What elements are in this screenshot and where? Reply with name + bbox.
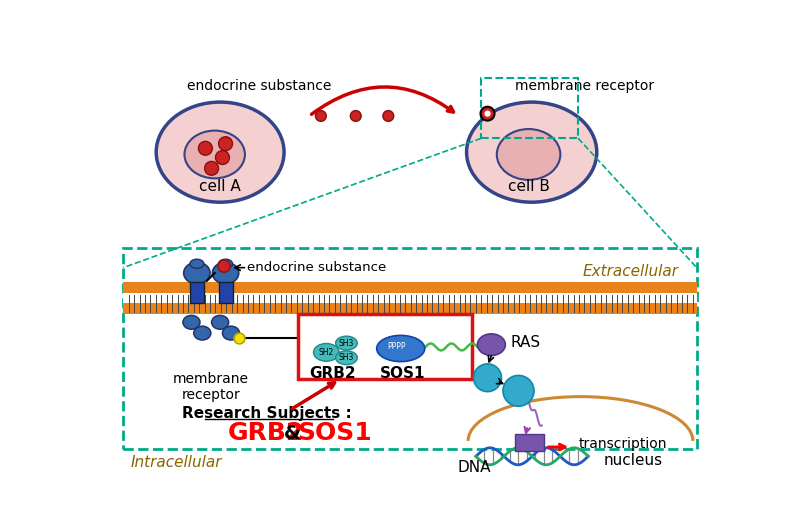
Circle shape	[485, 111, 490, 117]
Circle shape	[350, 111, 361, 121]
Text: SOS1: SOS1	[379, 366, 425, 381]
Circle shape	[218, 260, 230, 272]
Circle shape	[215, 151, 230, 164]
Text: GRB2: GRB2	[309, 366, 356, 381]
Ellipse shape	[156, 102, 284, 202]
Ellipse shape	[218, 259, 233, 268]
Bar	[123, 303, 697, 314]
Bar	[218, 282, 233, 303]
Circle shape	[481, 107, 494, 121]
Bar	[123, 293, 697, 312]
Ellipse shape	[185, 130, 245, 178]
Text: Intracellular: Intracellular	[130, 455, 222, 470]
Ellipse shape	[497, 129, 560, 180]
Circle shape	[205, 162, 218, 175]
Text: PPPP: PPPP	[387, 342, 406, 351]
Circle shape	[474, 364, 502, 392]
Bar	[123, 249, 697, 448]
Ellipse shape	[336, 336, 358, 350]
Text: GRB2: GRB2	[228, 421, 304, 445]
Circle shape	[503, 375, 534, 407]
Ellipse shape	[314, 343, 339, 361]
Bar	[298, 314, 472, 379]
Text: RAS: RAS	[510, 335, 541, 350]
Bar	[514, 434, 544, 451]
Ellipse shape	[377, 335, 425, 361]
Ellipse shape	[478, 334, 506, 356]
Ellipse shape	[466, 102, 597, 202]
Bar	[123, 282, 697, 293]
Text: SH3: SH3	[338, 339, 354, 348]
Ellipse shape	[194, 326, 211, 340]
Text: SH2: SH2	[318, 348, 334, 357]
Text: membrane receptor: membrane receptor	[515, 79, 654, 93]
Circle shape	[315, 111, 326, 121]
Ellipse shape	[184, 262, 210, 284]
Ellipse shape	[211, 315, 229, 329]
Text: &: &	[284, 423, 301, 443]
Ellipse shape	[212, 262, 238, 284]
Ellipse shape	[183, 315, 200, 329]
Text: Research Subjects :: Research Subjects :	[182, 407, 351, 421]
Circle shape	[383, 111, 394, 121]
Ellipse shape	[222, 326, 239, 340]
Text: SOS1: SOS1	[298, 421, 372, 445]
Text: endocrine substance: endocrine substance	[186, 79, 331, 93]
Ellipse shape	[190, 259, 204, 268]
Circle shape	[198, 142, 212, 155]
Ellipse shape	[336, 351, 358, 365]
Text: cell B: cell B	[508, 179, 550, 195]
Bar	[190, 282, 204, 303]
Text: membrane
receptor: membrane receptor	[173, 372, 249, 402]
Text: cell A: cell A	[199, 179, 241, 195]
Text: nucleus: nucleus	[604, 453, 663, 467]
Text: transcription: transcription	[578, 437, 666, 451]
Text: SH3: SH3	[338, 353, 354, 362]
Circle shape	[234, 333, 245, 344]
Text: Extracellular: Extracellular	[583, 264, 679, 279]
Text: DNA: DNA	[458, 460, 491, 474]
Text: endocrine substance: endocrine substance	[247, 261, 386, 274]
Bar	[482, 78, 578, 138]
Circle shape	[218, 137, 233, 151]
